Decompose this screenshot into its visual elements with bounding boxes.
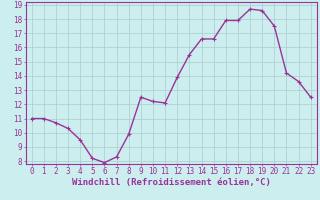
X-axis label: Windchill (Refroidissement éolien,°C): Windchill (Refroidissement éolien,°C) [72,178,271,187]
